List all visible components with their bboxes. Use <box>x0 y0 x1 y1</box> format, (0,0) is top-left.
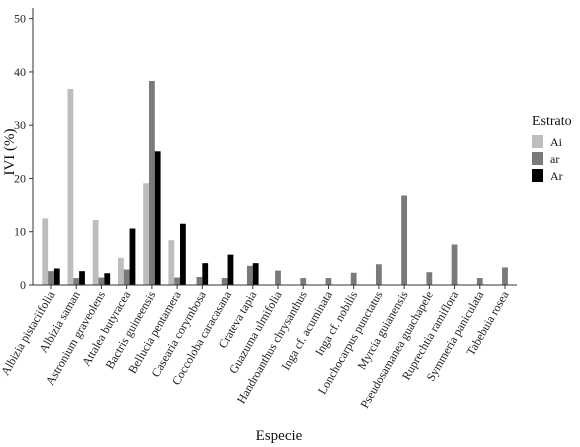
bar-ar-10 <box>300 278 307 285</box>
bar-ar-13 <box>375 264 382 285</box>
bar-ar-2 <box>98 277 105 285</box>
bar-ar-8 <box>246 265 253 285</box>
bar-ar-11 <box>325 278 332 285</box>
y-tick-label: 0 <box>20 278 26 292</box>
legend: Estrato Ai ar Ar <box>532 114 572 183</box>
legend-title: Estrato <box>532 114 572 129</box>
bar-ar-6 <box>202 263 209 285</box>
legend-label-ai: Ai <box>550 135 563 149</box>
bar-ar-4 <box>148 80 155 285</box>
y-tick-label: 10 <box>14 225 26 239</box>
bar-ar-14 <box>401 195 408 285</box>
bar-ar-8 <box>252 263 259 285</box>
legend-swatch-ar <box>532 152 543 165</box>
y-tick-label: 30 <box>14 118 26 132</box>
bar-ai-1 <box>67 88 74 285</box>
bar-ar-9 <box>275 270 281 285</box>
bar-ar-12 <box>350 272 357 285</box>
bar-ai-2 <box>92 220 99 285</box>
legend-swatch-ar <box>532 169 543 182</box>
y-axis-title: IVI (%) <box>2 128 18 175</box>
y-tick-label: 40 <box>14 65 26 79</box>
bar-ar-15 <box>426 272 433 285</box>
bar-ar-6 <box>196 277 203 285</box>
bar-ar-0 <box>53 268 60 285</box>
bar-ai-4 <box>143 183 149 285</box>
bar-ar-18 <box>502 267 508 285</box>
bar-ar-5 <box>174 277 181 285</box>
bar-ar-1 <box>73 278 80 285</box>
bar-ar-5 <box>180 223 186 285</box>
bar-ar-4 <box>154 151 161 285</box>
x-axis-title: Especie <box>256 428 303 444</box>
bar-ai-5 <box>168 240 175 285</box>
bar-ar-3 <box>129 228 136 285</box>
bar-ar-16 <box>451 244 458 285</box>
bar-ar-0 <box>48 271 54 285</box>
y-tick-label: 20 <box>14 171 26 185</box>
bar-ar-7 <box>221 278 228 285</box>
bar-ar-1 <box>79 271 85 285</box>
legend-label-ar: ar <box>550 152 559 166</box>
bar-ar-3 <box>123 269 130 285</box>
y-axis-ticks: 0 10 20 30 40 50 <box>14 12 33 292</box>
bar-ar-7 <box>227 254 234 285</box>
bar-ai-3 <box>117 257 124 285</box>
bars-group <box>42 80 508 285</box>
y-tick-label: 50 <box>14 12 26 26</box>
bar-ai-0 <box>42 218 49 285</box>
bar-ar-2 <box>104 273 111 285</box>
legend-items: Ai ar Ar <box>532 135 563 183</box>
legend-label-ar: Ar <box>550 169 563 183</box>
bar-ar-17 <box>476 278 483 285</box>
legend-swatch-ai <box>532 135 543 148</box>
